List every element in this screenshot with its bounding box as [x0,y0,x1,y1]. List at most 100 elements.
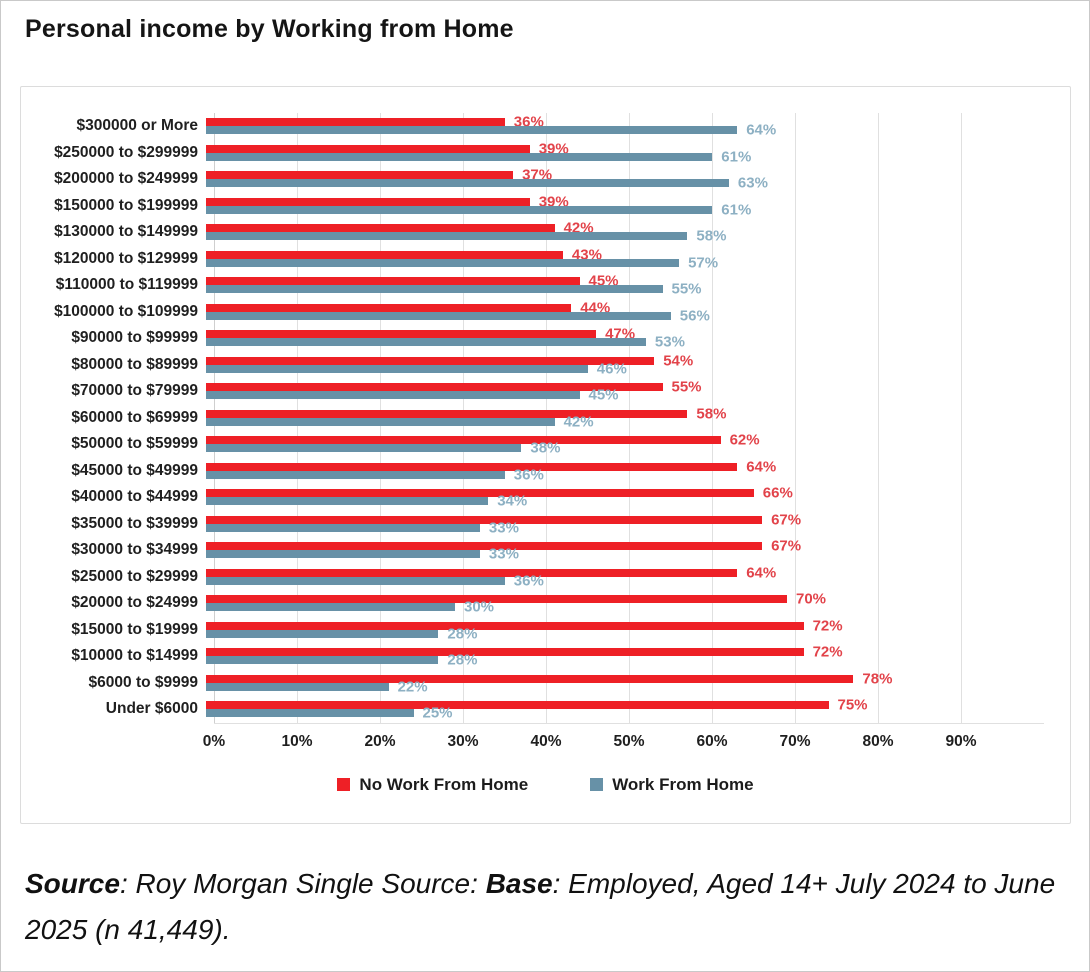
category-label: $100000 to $109999 [54,302,198,320]
value-label: 64% [746,564,777,581]
chart-row: $40000 to $44999 66% 34% [21,484,1070,511]
bar-group: 42% 58% [206,219,1036,246]
value-label: 67% [771,537,802,555]
bar-work-from-home: 61% [206,149,751,164]
bar-no-work-from-home: 70% [206,592,826,607]
chart-row: $35000 to $39999 67% 33% [21,511,1070,538]
value-label: 57% [688,254,719,271]
bar-no-work-from-home: 55% [206,380,702,395]
value-label: 55% [671,280,702,298]
page-title: Personal income by Working from Home [25,15,514,43]
x-tick-label: 70% [779,732,811,750]
bar-work-from-home: 33% [206,520,519,535]
bar-no-work-from-home: 44% [206,300,610,315]
bar-no-work-from-home: 42% [206,221,594,236]
bar-work-from-home: 57% [206,255,718,270]
bar-group: 67% 33% [206,511,1036,538]
bar-group: 45% 55% [206,272,1036,299]
category-label: $35000 to $39999 [71,514,198,532]
bar-no-work-from-home: 72% [206,645,843,660]
bar-work-from-home: 22% [206,679,428,694]
bar-group: 39% 61% [206,193,1036,220]
x-tick-label: 80% [862,732,894,750]
legend-item-no-work-from-home: No Work From Home [337,775,528,795]
value-label: 46% [596,360,627,377]
bar-group: 39% 61% [206,140,1036,167]
bar-no-work-from-home: 67% [206,512,801,527]
value-label: 25% [422,704,453,722]
chart-row: $6000 to $9999 78% 22% [21,670,1070,697]
chart-row: $150000 to $199999 39% 61% [21,193,1070,220]
value-label: 53% [654,333,685,351]
bar-work-from-home: 63% [206,176,768,191]
chart-row: $60000 to $69999 58% 42% [21,405,1070,432]
value-label: 62% [729,431,760,449]
value-label: 28% [447,651,478,669]
bar-group: 55% 45% [206,378,1036,405]
bar-work-from-home: 36% [206,573,544,588]
bar-group: 43% 57% [206,246,1036,273]
value-label: 78% [862,670,893,687]
legend: No Work From Home Work From Home [21,775,1070,795]
bar-no-work-from-home: 75% [206,698,868,713]
category-label: $70000 to $79999 [71,382,198,399]
bar-group: 67% 33% [206,537,1036,564]
chart-row: $15000 to $19999 72% 28% [21,617,1070,644]
legend-swatch [590,778,604,791]
category-label: Under $6000 [105,700,198,717]
bar-group: 44% 56% [206,299,1036,326]
bar-group: 47% 53% [206,325,1036,352]
bar-work-from-home: 58% [206,229,726,244]
chart-row: $50000 to $59999 62% 38% [21,431,1070,458]
bar-no-work-from-home: 54% [206,353,693,368]
chart-row: $10000 to $14999 72% 28% [21,643,1070,670]
value-label: 33% [488,545,519,563]
value-label: 39% [538,140,569,157]
chart-row: $200000 to $249999 37% 63% [21,166,1070,193]
bar-no-work-from-home: 47% [206,327,635,342]
gridline [961,113,962,723]
bar-group: 72% 28% [206,643,1036,670]
value-label: 34% [497,492,528,510]
bar-group: 64% 36% [206,564,1036,591]
category-label: $10000 to $14999 [71,647,198,664]
bar-work-from-home: 25% [206,706,453,721]
bar-no-work-from-home: 39% [206,141,569,156]
chart-row: $80000 to $89999 54% 46% [21,352,1070,379]
chart-row: Under $6000 75% 25% [21,696,1070,723]
bar-group: 78% 22% [206,670,1036,697]
bar-no-work-from-home: 72% [206,618,843,633]
bar-no-work-from-home: 66% [206,486,793,501]
bar-group: 75% 25% [206,696,1036,723]
x-tick-label: 40% [530,732,562,750]
legend-item-work-from-home: Work From Home [590,774,754,795]
value-label: 22% [397,678,428,695]
chart-card: $300000 or More 36% 64% $250000 to $299999 3… [20,86,1071,824]
bar-work-from-home: 64% [206,123,776,138]
chart-row: $90000 to $99999 47% 53% [21,325,1070,352]
source-note: Source: Roy Morgan Single Source: Base: … [25,861,1071,953]
bar-work-from-home: 45% [206,388,619,403]
chart-row: $250000 to $299999 39% 61% [21,140,1070,167]
legend-label: Work From Home [612,774,754,794]
gridline [878,113,879,723]
category-label: $80000 to $89999 [71,355,198,373]
bar-group: 64% 36% [206,458,1036,485]
chart-row: $45000 to $49999 64% 36% [21,458,1070,485]
category-label: $90000 to $99999 [71,329,198,346]
chart-row: $20000 to $24999 70% 30% [21,590,1070,617]
x-axis: 0% 10% 20% 30% 40% 50% 60% 70% 80% 90% [203,732,1044,755]
chart-row: $120000 to $129999 43% 57% [21,246,1070,273]
value-label: 54% [663,352,694,369]
bar-no-work-from-home: 64% [206,565,776,580]
value-label: 64% [746,121,777,139]
bar-no-work-from-home: 43% [206,247,602,262]
value-label: 47% [605,325,636,343]
category-label: $250000 to $299999 [54,143,198,161]
bar-no-work-from-home: 78% [206,671,892,686]
x-tick-label: 30% [447,732,479,750]
category-label: $40000 to $44999 [71,488,198,505]
value-label: 36% [513,113,544,131]
value-label: 45% [588,386,619,404]
